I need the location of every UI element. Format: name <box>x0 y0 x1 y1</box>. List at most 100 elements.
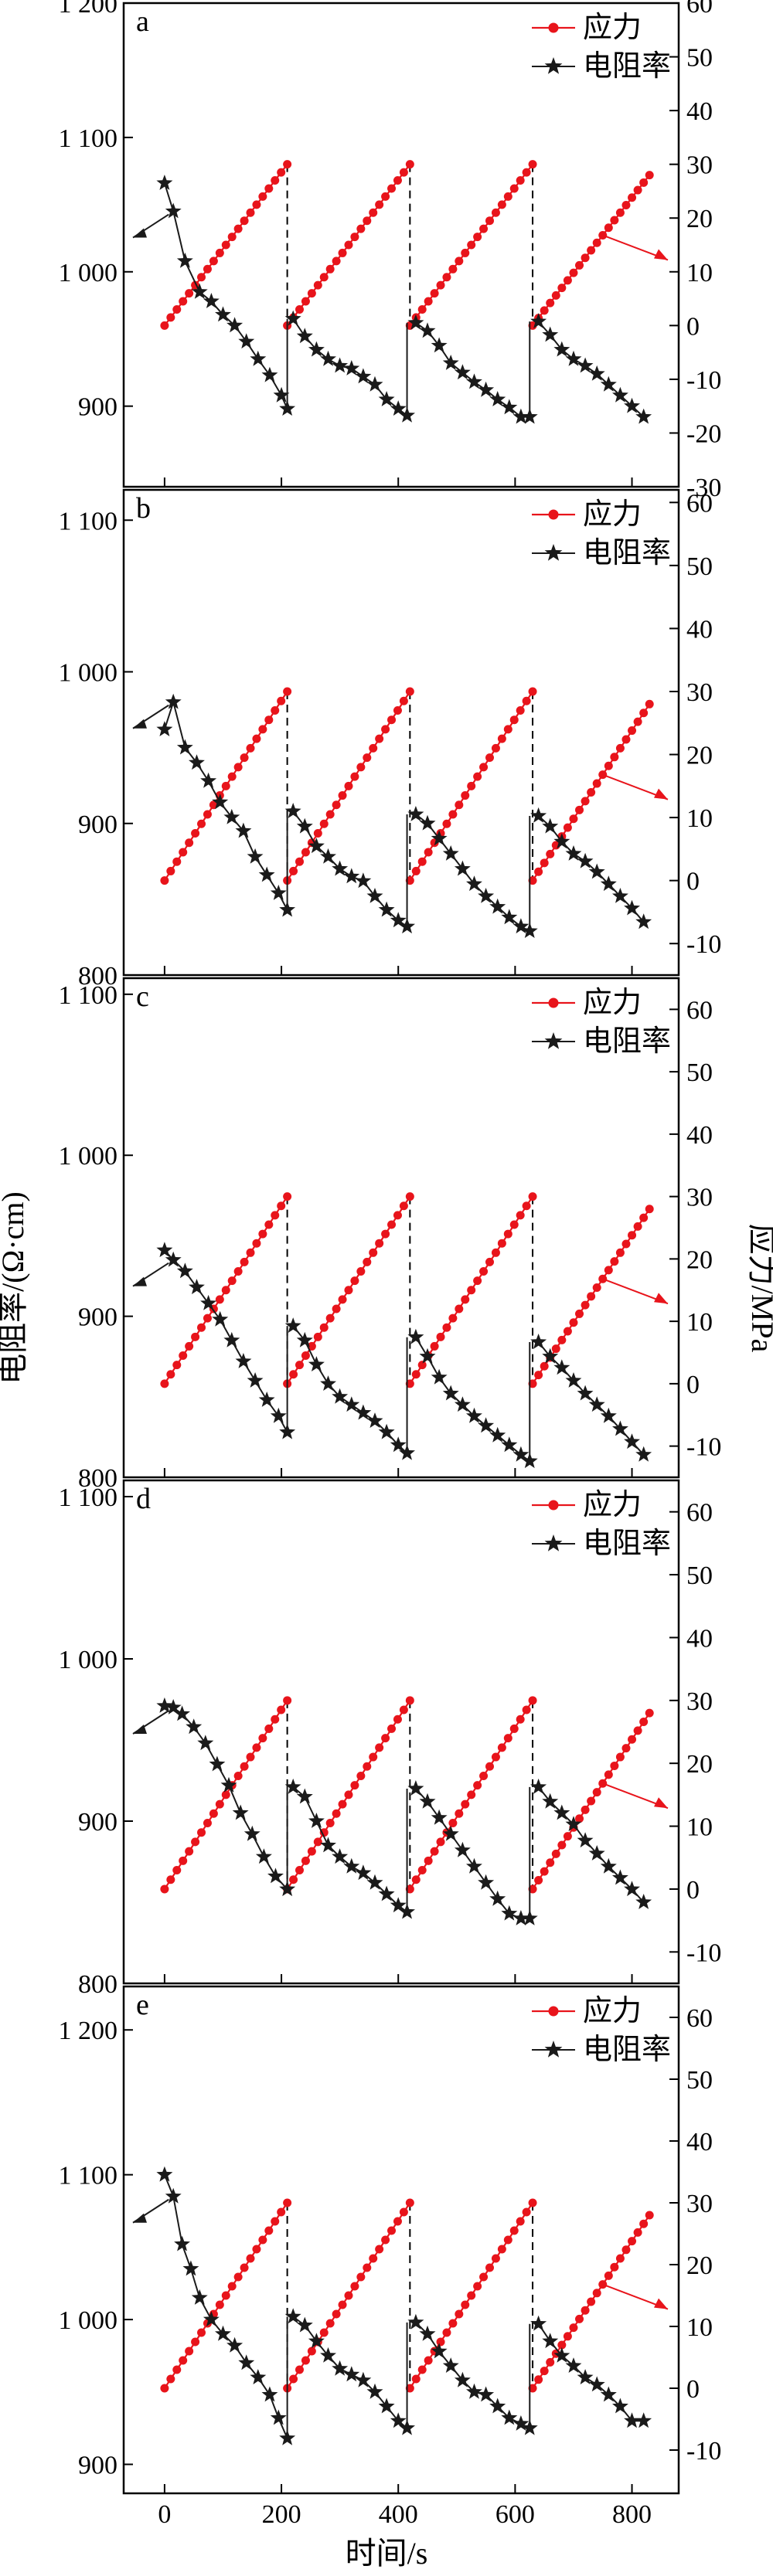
stress-point <box>338 1799 347 1809</box>
stress-point <box>166 1370 175 1379</box>
resistivity-point <box>390 1897 407 1913</box>
resistivity-point <box>320 350 336 366</box>
resistivity-point <box>577 2369 594 2384</box>
resistivity-point <box>542 326 559 342</box>
stress-point <box>258 725 267 734</box>
right-y-tick-label: 20 <box>686 1750 713 1779</box>
stress-point <box>516 176 525 185</box>
stress-point <box>363 1257 372 1266</box>
resistivity-point <box>600 1407 617 1423</box>
stress-point <box>160 1884 169 1894</box>
stress-point <box>645 699 654 709</box>
stress-point <box>307 1341 316 1351</box>
stress-point <box>215 248 224 257</box>
resistivity-point <box>366 2383 383 2399</box>
stress-point <box>430 1341 439 1351</box>
stress-point <box>645 1708 654 1718</box>
legend-resistivity-marker <box>544 544 563 561</box>
legend-stress-label: 应力 <box>583 1489 642 1521</box>
stress-point <box>233 1771 243 1780</box>
resistivity-point <box>466 875 482 892</box>
resistivity-point <box>165 1699 182 1715</box>
resistivity-point <box>635 2412 652 2428</box>
stress-point <box>160 876 169 885</box>
stress-point <box>491 1752 500 1762</box>
resistivity-point <box>588 1845 605 1861</box>
resistivity-point <box>442 2357 459 2373</box>
resistivity-point <box>176 252 193 268</box>
right-y-tick-label: 20 <box>686 2251 713 2280</box>
legend-stress-marker <box>548 1500 559 1511</box>
right-y-tick-label: 60 <box>686 2004 713 2033</box>
stress-point <box>405 160 414 169</box>
stress-point <box>221 781 230 790</box>
right-y-tick-label: 40 <box>686 615 713 644</box>
stress-point <box>509 184 519 193</box>
right-y-tick-label: 10 <box>686 259 713 287</box>
resistivity-point <box>454 1841 471 1857</box>
right-axis-arrowhead <box>654 249 668 260</box>
stress-point <box>271 1211 280 1220</box>
legend-resistivity-label: 电阻率 <box>583 50 671 83</box>
stress-point <box>179 2356 188 2365</box>
stress-point <box>587 1292 596 1301</box>
left-y-tick-label: 800 <box>78 1464 117 1493</box>
right-y-tick-label: 40 <box>686 97 713 126</box>
resistivity-point <box>258 1392 275 1407</box>
stress-point <box>405 2198 414 2207</box>
stress-point <box>332 800 341 810</box>
stress-point <box>633 1726 642 1735</box>
resistivity-point <box>399 1444 415 1460</box>
stress-point <box>534 867 543 876</box>
stress-point <box>604 1770 613 1779</box>
stress-point <box>277 2207 286 2217</box>
stress-point <box>569 1318 578 1327</box>
resistivity-point <box>209 1755 226 1772</box>
stress-point <box>575 260 584 270</box>
resistivity-point <box>235 1353 252 1368</box>
resistivity-point <box>454 1396 471 1412</box>
resistivity-point <box>390 2412 407 2428</box>
stress-point <box>615 1752 625 1762</box>
stress-point <box>295 1866 304 1875</box>
stress-point <box>295 2365 304 2374</box>
plot-frame <box>122 488 680 977</box>
resistivity-point <box>407 806 424 821</box>
stress-point <box>411 866 421 875</box>
left-y-tick-label: 1 000 <box>59 259 118 287</box>
resistivity-point <box>407 1328 424 1344</box>
resistivity-point <box>588 1396 605 1412</box>
resistivity-point <box>407 314 424 330</box>
resistivity-point <box>521 1910 538 1925</box>
stress-point <box>528 1192 537 1201</box>
resistivity-point <box>530 313 547 328</box>
stress-point <box>581 1805 590 1814</box>
resistivity-point <box>419 322 436 338</box>
right-y-tick-label: 50 <box>686 1059 713 1087</box>
resistivity-line <box>172 702 186 748</box>
resistivity-point <box>407 1780 424 1796</box>
resistivity-point <box>156 721 173 736</box>
stress-point <box>405 1379 414 1388</box>
resistivity-point <box>542 817 559 834</box>
resistivity-point <box>478 2386 495 2402</box>
stress-point <box>639 709 649 718</box>
resistivity-point <box>223 1331 240 1347</box>
stress-point <box>240 2263 249 2272</box>
resistivity-point <box>223 808 240 824</box>
resistivity-point <box>270 2409 287 2425</box>
resistivity-point <box>466 1407 482 1423</box>
stress-point <box>615 1248 625 1257</box>
stress-point <box>461 1799 470 1809</box>
legend-stress-marker <box>548 22 559 33</box>
resistivity-point <box>431 337 448 353</box>
stress-point <box>307 2347 316 2356</box>
stress-point <box>252 2245 261 2254</box>
stress-point <box>233 763 243 772</box>
stress-point <box>363 1762 372 1771</box>
stress-point <box>436 1837 445 1847</box>
resistivity-point <box>478 888 495 903</box>
resistivity-point <box>542 2333 559 2349</box>
